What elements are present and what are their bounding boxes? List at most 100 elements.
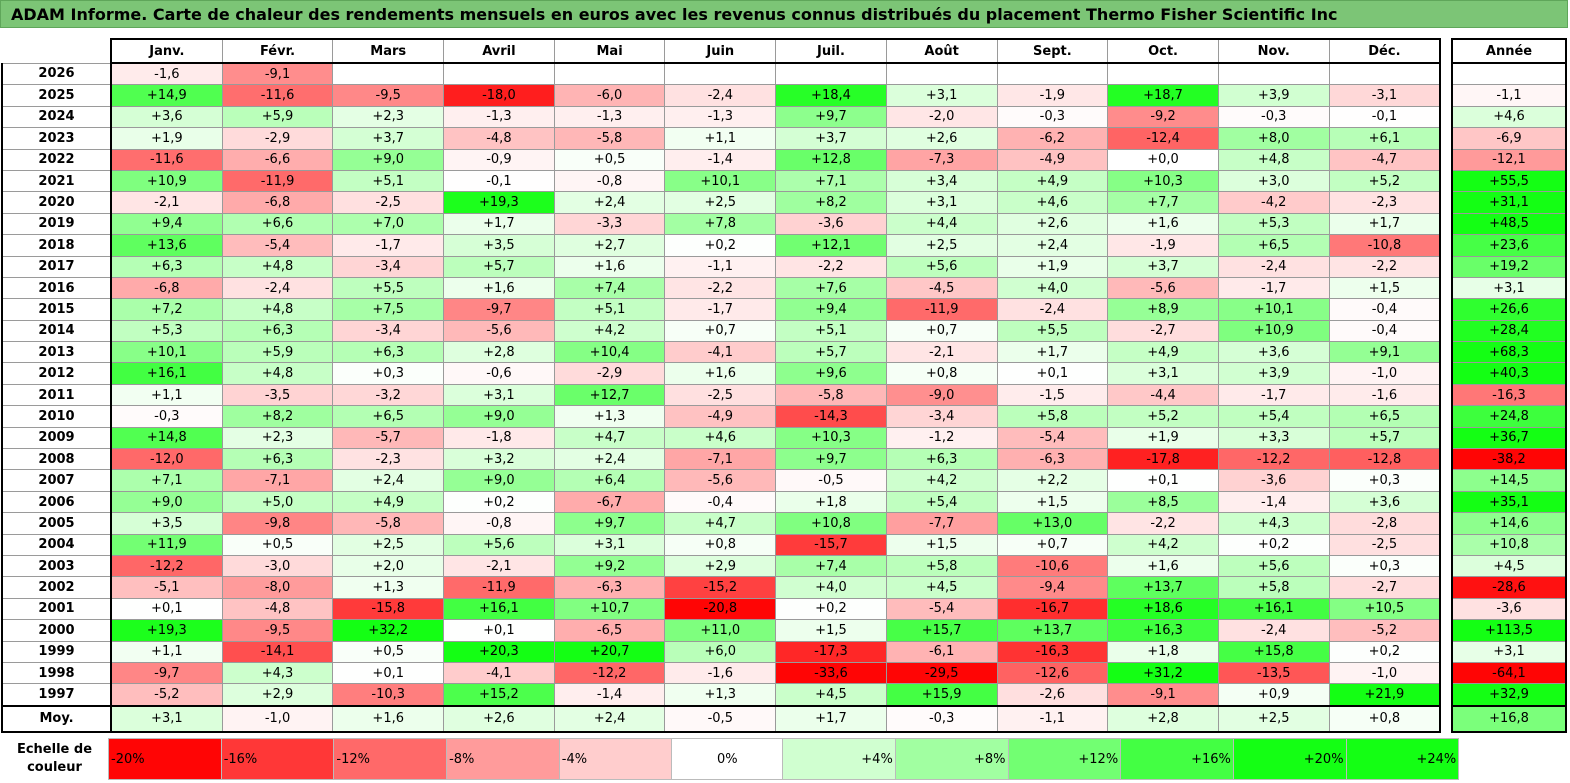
heatmap-cell: +10,7 <box>553 597 666 621</box>
heatmap-cell: +1,5 <box>1328 276 1442 300</box>
heatmap-cell: +0,5 <box>553 148 666 171</box>
heatmap-cell: +2,3 <box>332 105 445 129</box>
heatmap-cell: -5,6 <box>664 469 777 492</box>
year-label: 2007 <box>1 469 112 492</box>
heatmap-cell: +5,9 <box>221 341 334 364</box>
average-cell: -1,1 <box>996 704 1109 733</box>
month-header: Avril <box>443 38 555 64</box>
heatmap-cell: +6,3 <box>221 448 334 471</box>
heatmap-cell: +2,6 <box>885 127 998 150</box>
color-scale-legend: Echelle de couleur -20% -16% -12% -8% -4% 0% +4… <box>1 738 1460 780</box>
heatmap-cell: -17,8 <box>1107 448 1219 471</box>
heatmap-cell: +5,3 <box>109 319 223 343</box>
heatmap-cell: +5,7 <box>1328 426 1442 450</box>
heatmap-cell: +20,3 <box>443 640 555 663</box>
heatmap-cell: +7,4 <box>775 554 887 578</box>
year-total-row: +14,5 <box>1451 469 1567 492</box>
average-cell: +2,6 <box>443 704 555 733</box>
year-total-cell: +68,3 <box>1451 341 1567 364</box>
heatmap-cell: +1,6 <box>664 362 777 385</box>
heatmap-cell: +10,9 <box>1217 319 1330 343</box>
heatmap-cell: +10,8 <box>775 512 887 535</box>
year-total-cell: -6,9 <box>1451 127 1567 150</box>
heatmap-cell: +3,1 <box>885 191 998 214</box>
heatmap-cell: -1,6 <box>109 62 223 86</box>
heatmap-cell: -11,6 <box>221 84 334 107</box>
heatmap-cell: +1,7 <box>1328 212 1442 236</box>
heatmap-cell: -5,4 <box>221 234 334 257</box>
heatmap-cell: +5,6 <box>443 533 555 556</box>
legend-row: Echelle de couleur -20% -16% -12% -8% -4% 0% +4… <box>1 738 1460 780</box>
table-row: 2020 -2,1 -6,8 -2,5 +19,3 +2,4 +2,5 +8,2 +3,1 +4,… <box>1 191 1442 214</box>
heatmap-cell: +5,2 <box>1328 169 1442 193</box>
heatmap-cell <box>1328 62 1442 86</box>
heatmap-cell: +1,5 <box>996 490 1109 514</box>
heatmap-cell: +0,2 <box>1217 533 1330 556</box>
heatmap-cell: +20,7 <box>553 640 666 663</box>
heatmap-cell: +9,0 <box>109 490 223 514</box>
heatmap-table: Janv. Févr. Mars Avril Mai Juin Juil. Août Sept.… <box>1 38 1442 733</box>
heatmap-cell: -1,8 <box>443 426 555 450</box>
heatmap-cell: +3,7 <box>1107 255 1219 278</box>
heatmap-cell: -0,9 <box>443 148 555 171</box>
heatmap-cell: -5,4 <box>885 597 998 621</box>
heatmap-cell: +2,4 <box>553 191 666 214</box>
heatmap-cell: +2,7 <box>553 234 666 257</box>
year-total-cell: +4,6 <box>1451 105 1567 129</box>
heatmap-cell: +1,9 <box>996 255 1109 278</box>
table-row: 2001 +0,1 -4,8 -15,8 +16,1 +10,7 -20,8 +0,2 -5,4… <box>1 597 1442 621</box>
heatmap-cell: +4,5 <box>885 576 998 599</box>
heatmap-cell: +3,2 <box>443 448 555 471</box>
heatmap-cell <box>775 62 887 86</box>
heatmap-cell: -2,2 <box>775 255 887 278</box>
heatmap-cell: -6,3 <box>996 448 1109 471</box>
year-total-row: +24,8 <box>1451 405 1567 428</box>
heatmap-cell: +4,2 <box>1107 533 1219 556</box>
heatmap-cell: +10,3 <box>775 426 887 450</box>
heatmap-cell: -0,4 <box>1328 319 1442 343</box>
heatmap-cell <box>885 62 998 86</box>
year-total-cell <box>1451 62 1567 86</box>
heatmap-cell: +9,4 <box>109 212 223 236</box>
heatmap-cell: +5,7 <box>443 255 555 278</box>
heatmap-cell: +3,4 <box>885 169 998 193</box>
annual-column-table: Année -1,1 +4,6 -6,9 -12,1 +55,5 +31,1 +48,5 +23… <box>1451 38 1567 733</box>
heatmap-cell: +1,5 <box>775 619 887 642</box>
heatmap-cell: +5,4 <box>1217 405 1330 428</box>
heatmap-cell: -3,2 <box>332 383 445 407</box>
heatmap-cell: -9,5 <box>221 619 334 642</box>
year-total-cell: -64,1 <box>1451 661 1567 685</box>
year-label: 2025 <box>1 84 112 107</box>
year-total-cell: +3,1 <box>1451 640 1567 663</box>
heatmap-cell: +14,9 <box>109 84 223 107</box>
heatmap-cell: +6,5 <box>332 405 445 428</box>
heatmap-cell: +5,7 <box>775 341 887 364</box>
heatmap-cell: -9,8 <box>221 512 334 535</box>
month-header: Juin <box>664 38 777 64</box>
year-average-cell: +16,8 <box>1451 704 1567 733</box>
year-total-row: +55,5 <box>1451 169 1567 193</box>
year-total-row: -3,6 <box>1451 597 1567 621</box>
heatmap-cell: -1,7 <box>1217 383 1330 407</box>
heatmap-cell: -2,4 <box>1217 619 1330 642</box>
year-total-cell: +24,8 <box>1451 405 1567 428</box>
heatmap-cell: +10,1 <box>109 341 223 364</box>
heatmap-cell: +1,9 <box>109 127 223 150</box>
heatmap-cell: +15,9 <box>885 683 998 707</box>
month-header: Juil. <box>775 38 887 64</box>
heatmap-cell: -0,8 <box>553 169 666 193</box>
heatmap-cell: +2,3 <box>221 426 334 450</box>
year-label: 2009 <box>1 426 112 450</box>
heatmap-cell: -2,3 <box>332 448 445 471</box>
year-total-row: -38,2 <box>1451 448 1567 471</box>
heatmap-cell: +3,9 <box>1217 362 1330 385</box>
heatmap-cell: -0,1 <box>443 169 555 193</box>
heatmap-cell: -12,8 <box>1328 448 1442 471</box>
heatmap-cell: -2,8 <box>1328 512 1442 535</box>
heatmap-cell: +3,0 <box>1217 169 1330 193</box>
heatmap-cell: -5,4 <box>996 426 1109 450</box>
heatmap-cell: +0,8 <box>885 362 998 385</box>
heatmap-cell: +3,6 <box>1328 490 1442 514</box>
heatmap-cell: -2,4 <box>1217 255 1330 278</box>
heatmap-cell: -5,8 <box>775 383 887 407</box>
